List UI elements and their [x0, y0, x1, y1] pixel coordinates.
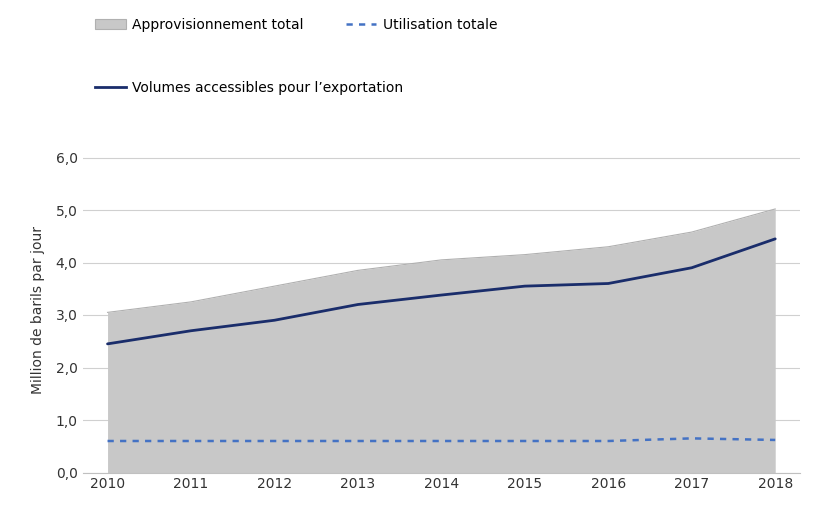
Y-axis label: Million de barils par jour: Million de barils par jour [31, 226, 45, 394]
Legend: Approvisionnement total, Utilisation totale: Approvisionnement total, Utilisation tot… [89, 12, 503, 37]
Legend: Volumes accessibles pour l’exportation: Volumes accessibles pour l’exportation [89, 75, 409, 100]
